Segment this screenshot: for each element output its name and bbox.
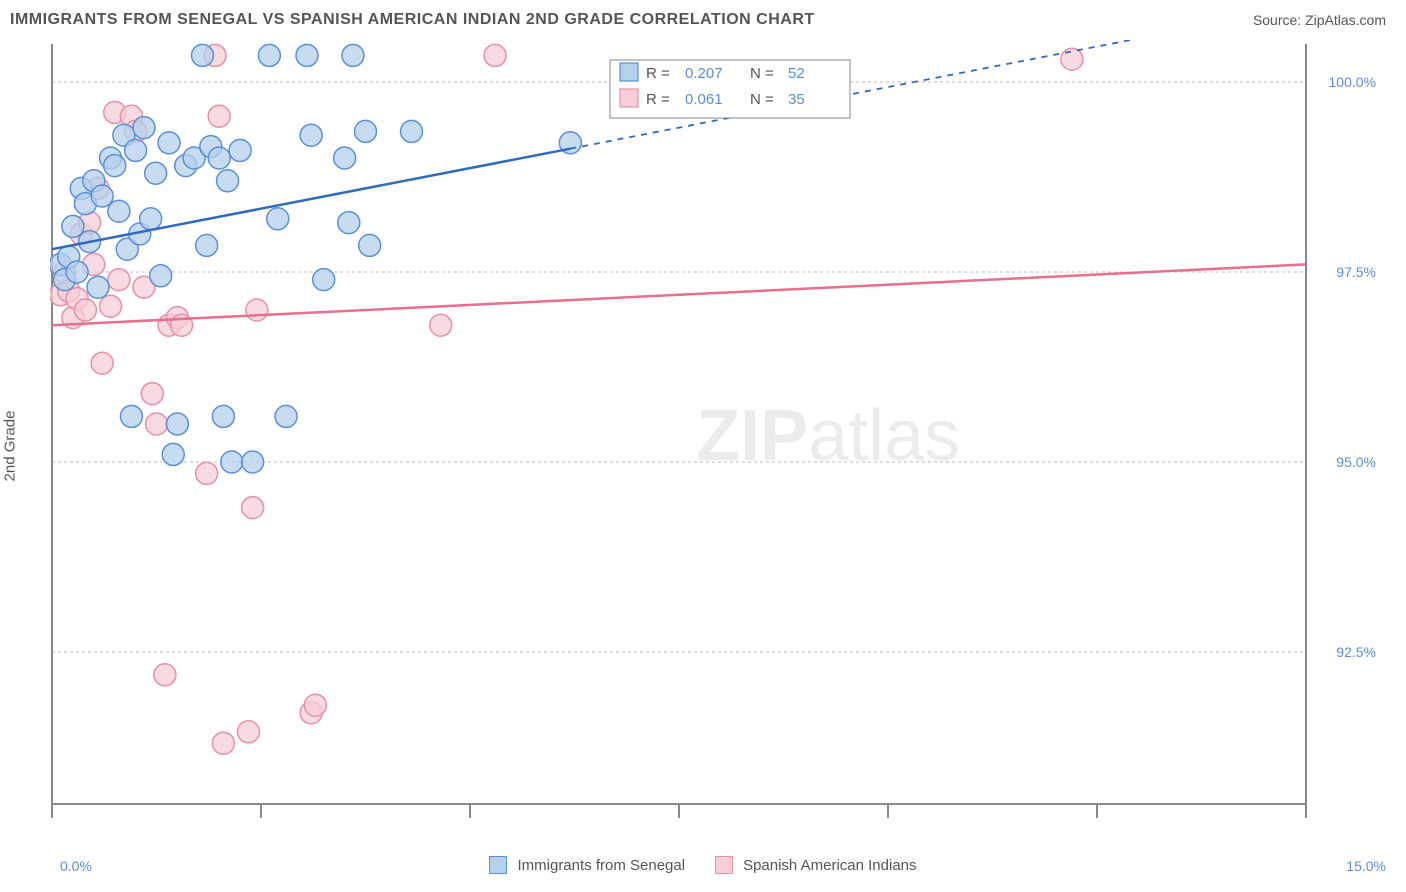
svg-text:N =: N = (750, 91, 774, 108)
svg-text:R =: R = (646, 65, 670, 82)
svg-text:95.0%: 95.0% (1336, 454, 1376, 470)
svg-text:0.061: 0.061 (685, 91, 723, 108)
legend-label: Spanish American Indians (743, 857, 916, 874)
bottom-legend: Immigrants from Senegal Spanish American… (0, 856, 1406, 874)
scatter-chart: 92.5% 95.0% 97.5% 100.0% ZIPatlas R = 0.207 N =… (50, 40, 1396, 832)
svg-text:ZIPatlas: ZIPatlas (696, 396, 960, 476)
svg-text:92.5%: 92.5% (1336, 644, 1376, 660)
source-label: Source: ZipAtlas.com (1253, 12, 1386, 28)
y-axis-label: 2nd Grade (2, 411, 19, 482)
svg-text:R =: R = (646, 91, 670, 108)
legend-item-spanish: Spanish American Indians (715, 856, 916, 874)
chart-header: IMMIGRANTS FROM SENEGAL VS SPANISH AMERI… (0, 0, 1406, 40)
svg-text:97.5%: 97.5% (1336, 264, 1376, 280)
swatch-icon (715, 856, 733, 874)
chart-title: IMMIGRANTS FROM SENEGAL VS SPANISH AMERI… (10, 11, 815, 29)
legend-label: Immigrants from Senegal (517, 857, 685, 874)
svg-text:0.207: 0.207 (685, 65, 723, 82)
svg-text:52: 52 (788, 65, 805, 82)
swatch-icon (489, 856, 507, 874)
svg-text:35: 35 (788, 91, 805, 108)
svg-text:100.0%: 100.0% (1329, 74, 1376, 90)
legend-item-senegal: Immigrants from Senegal (489, 856, 685, 874)
svg-text:N =: N = (750, 65, 774, 82)
chart-area: 92.5% 95.0% 97.5% 100.0% ZIPatlas R = 0.207 N =… (50, 40, 1396, 832)
